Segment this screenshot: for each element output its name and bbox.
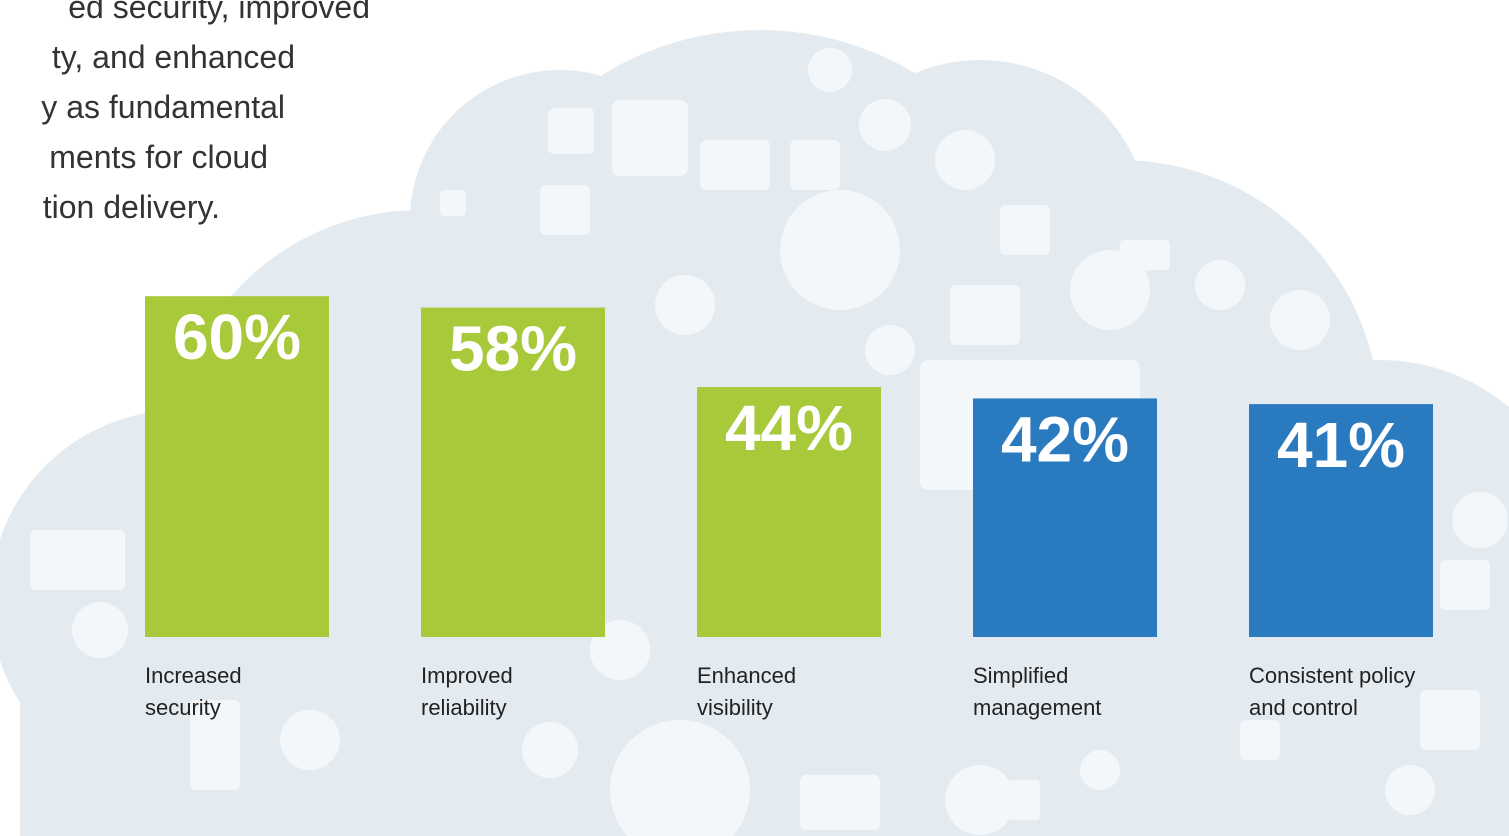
intro-text: ed security, improved ty, and enhanced y a… bbox=[41, 0, 370, 225]
category-label: Enhanced bbox=[697, 663, 796, 688]
category-label: visibility bbox=[697, 695, 773, 720]
value-label: 58% bbox=[449, 313, 577, 385]
bar bbox=[973, 398, 1157, 637]
value-label: 41% bbox=[1277, 409, 1405, 481]
category-label: security bbox=[145, 695, 221, 720]
category-label: reliability bbox=[421, 695, 507, 720]
bar bbox=[421, 307, 605, 637]
background-icons bbox=[30, 48, 1508, 836]
category-label: Consistent policy bbox=[1249, 663, 1415, 688]
value-label: 44% bbox=[725, 392, 853, 464]
category-label: and control bbox=[1249, 695, 1358, 720]
intro-line: tion delivery. bbox=[43, 189, 220, 225]
category-label: Improved bbox=[421, 663, 513, 688]
intro-line: ments for cloud bbox=[49, 139, 268, 175]
category-label: Increased bbox=[145, 663, 242, 688]
intro-line: ed security, improved bbox=[68, 0, 370, 25]
intro-line: ty, and enhanced bbox=[52, 39, 295, 75]
category-label: Simplified bbox=[973, 663, 1068, 688]
bar bbox=[1249, 404, 1433, 637]
bar bbox=[145, 296, 329, 637]
intro-line: y as fundamental bbox=[41, 89, 285, 125]
bar bbox=[697, 387, 881, 637]
category-label: management bbox=[973, 695, 1101, 720]
value-label: 60% bbox=[173, 301, 301, 373]
bars: 60% Increased security 58% Improved reliabili… bbox=[145, 296, 1433, 720]
value-label: 42% bbox=[1001, 403, 1129, 475]
